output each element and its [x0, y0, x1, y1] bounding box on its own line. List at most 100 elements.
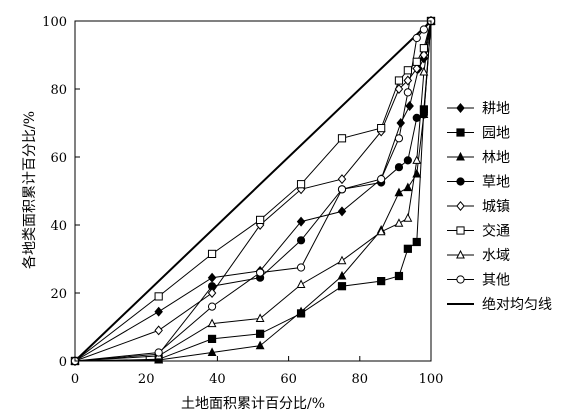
- legend-entry: 园地: [447, 126, 510, 142]
- data-point: [337, 270, 347, 280]
- data-point: [419, 25, 428, 34]
- legend-label: 林地: [482, 150, 510, 166]
- data-point: [207, 302, 217, 311]
- data-point: [394, 76, 404, 85]
- y-tick-label: 100: [42, 15, 67, 30]
- data-point: [412, 237, 421, 247]
- data-point: [456, 249, 465, 259]
- x-tick-label: 100: [419, 372, 444, 387]
- data-point: [456, 177, 465, 186]
- legend-entry: 交通: [447, 223, 510, 240]
- data-point: [256, 215, 265, 225]
- data-point: [154, 306, 163, 317]
- data-point: [403, 75, 413, 86]
- legend-entry: 城镇: [447, 199, 510, 215]
- legend-entry: 绝对均匀线: [447, 297, 552, 313]
- data-point: [337, 134, 347, 143]
- data-point: [456, 201, 465, 211]
- legend-entry: 耕地: [447, 100, 510, 117]
- data-point: [403, 182, 413, 192]
- legend-entry: 草地: [447, 175, 510, 191]
- data-point: [412, 155, 422, 164]
- series-line-2: [74, 20, 432, 362]
- data-point: [154, 292, 163, 301]
- legend-label: 园地: [482, 126, 510, 142]
- y-tick-label: 20: [50, 287, 67, 302]
- data-point: [419, 110, 428, 119]
- data-point: [394, 163, 404, 172]
- data-point: [377, 175, 386, 184]
- x-axis-label: 土地面积累计百分比/%: [181, 396, 325, 412]
- data-point: [207, 249, 217, 259]
- data-point: [456, 275, 465, 284]
- legend-entry: 其他: [447, 273, 510, 289]
- data-point: [396, 118, 405, 128]
- data-point: [154, 348, 163, 357]
- data-point: [296, 306, 306, 316]
- data-point: [255, 313, 265, 322]
- y-tick-label: 80: [50, 83, 67, 98]
- data-point: [207, 318, 217, 328]
- data-point: [394, 84, 404, 94]
- data-point: [419, 50, 429, 60]
- data-point: [403, 244, 412, 253]
- x-tick-label: 20: [138, 372, 155, 387]
- plot-frame: [74, 20, 432, 362]
- data-point: [296, 236, 306, 245]
- data-point: [419, 66, 429, 76]
- data-point: [296, 216, 306, 227]
- data-point: [394, 271, 404, 281]
- data-point: [154, 325, 163, 336]
- data-point: [456, 103, 465, 113]
- data-point: [412, 57, 421, 66]
- y-axis-label: 各地类面积累计百分比/%: [22, 111, 38, 269]
- data-point: [377, 277, 386, 286]
- data-point: [207, 347, 217, 356]
- axes: 0 20 40 60 80 100 0 20 40 60 80 100: [42, 15, 443, 387]
- data-point: [405, 101, 414, 111]
- series-markers: [70, 15, 436, 366]
- data-point: [412, 33, 421, 43]
- data-point: [412, 168, 422, 178]
- data-point: [255, 340, 265, 350]
- data-point: [394, 218, 404, 227]
- data-point: [337, 282, 347, 291]
- data-point: [456, 128, 465, 137]
- data-point: [394, 134, 404, 143]
- legend-label: 其他: [482, 273, 510, 289]
- series-line-8: [74, 20, 432, 362]
- data-point: [394, 187, 404, 197]
- data-point: [337, 255, 347, 265]
- legend-label: 草地: [482, 175, 510, 191]
- y-tick-label: 0: [59, 355, 67, 370]
- data-point: [412, 113, 421, 123]
- legend-label: 耕地: [482, 100, 510, 117]
- data-point: [403, 213, 413, 222]
- y-tick-label: 60: [50, 151, 67, 166]
- data-point: [207, 334, 217, 343]
- legend-entry: 林地: [447, 150, 510, 166]
- data-point: [337, 206, 347, 217]
- data-point: [296, 279, 306, 288]
- legend-label: 城镇: [482, 199, 510, 215]
- data-point: [376, 226, 386, 236]
- data-point: [412, 63, 422, 74]
- y-tick-label: 40: [50, 219, 67, 234]
- legend-entry: 水域: [447, 248, 510, 264]
- series-lines: [74, 20, 432, 362]
- data-point: [377, 124, 386, 133]
- data-point: [256, 329, 265, 338]
- data-point: [419, 44, 428, 53]
- data-point: [256, 268, 265, 277]
- series-line-1: [74, 20, 432, 362]
- data-point: [456, 151, 465, 161]
- data-point: [403, 156, 412, 165]
- legend-label: 交通: [482, 223, 510, 240]
- legend-label: 绝对均匀线: [482, 297, 552, 313]
- data-point: [403, 66, 412, 75]
- data-point: [207, 272, 217, 283]
- x-tick-label: 0: [71, 372, 79, 387]
- data-point: [296, 263, 306, 272]
